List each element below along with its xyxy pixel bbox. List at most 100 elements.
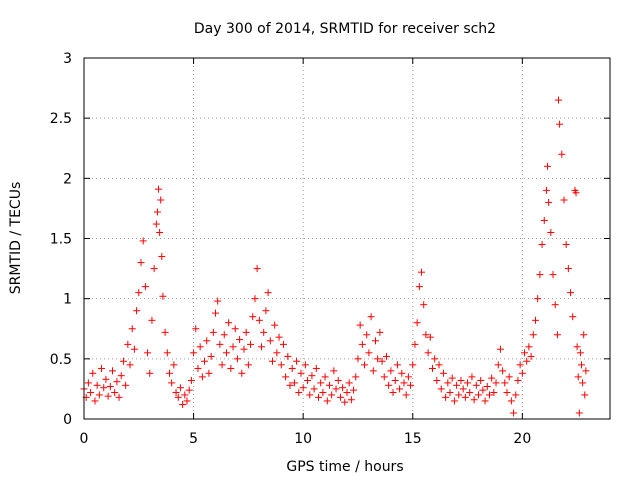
data-point — [544, 162, 552, 170]
data-point — [225, 319, 233, 327]
data-point — [299, 384, 307, 392]
data-point — [220, 331, 228, 339]
data-point — [534, 295, 542, 303]
data-point — [578, 361, 586, 369]
data-point — [229, 343, 237, 351]
data-point — [207, 352, 215, 360]
data-point — [367, 313, 375, 321]
chart-title: Day 300 of 2014, SRMTID for receiver sch… — [194, 21, 496, 37]
data-point — [233, 355, 241, 363]
data-point — [159, 292, 167, 300]
data-point — [231, 325, 239, 333]
data-point — [119, 357, 127, 365]
data-point — [483, 383, 491, 391]
data-point — [319, 389, 327, 397]
data-point — [369, 367, 377, 375]
data-point — [551, 301, 559, 309]
data-point — [437, 385, 445, 393]
data-point — [266, 337, 274, 345]
data-point — [523, 357, 531, 365]
data-point — [251, 295, 259, 303]
data-point — [573, 343, 581, 351]
data-point — [352, 373, 360, 381]
data-point — [374, 355, 382, 363]
data-point — [431, 355, 439, 363]
data-point — [179, 401, 187, 409]
data-point — [113, 378, 121, 386]
y-tick-label: 3 — [63, 51, 72, 67]
data-point — [155, 185, 163, 193]
data-point — [198, 373, 206, 381]
data-point — [339, 384, 347, 392]
data-point — [514, 376, 522, 384]
grid-lines — [84, 58, 610, 419]
data-point — [115, 393, 123, 401]
data-point — [567, 289, 575, 297]
data-point — [98, 364, 106, 372]
data-point — [382, 352, 390, 360]
data-point — [194, 364, 202, 372]
data-point — [268, 357, 276, 365]
data-point — [558, 150, 566, 158]
data-point — [439, 369, 447, 377]
data-point — [531, 316, 539, 324]
data-point — [453, 381, 461, 389]
data-point — [549, 271, 557, 279]
data-point — [553, 331, 561, 339]
data-point — [576, 349, 584, 357]
data-point — [409, 361, 417, 369]
data-point — [418, 268, 426, 276]
data-point — [510, 409, 518, 417]
data-point — [317, 379, 325, 387]
y-tick-label: 0 — [63, 412, 72, 428]
data-point — [450, 397, 458, 405]
data-point — [264, 289, 272, 297]
data-point — [580, 331, 588, 339]
data-point — [242, 328, 250, 336]
data-point — [422, 331, 430, 339]
data-point — [247, 340, 255, 348]
data-point — [150, 265, 158, 273]
data-point — [400, 379, 408, 387]
data-point — [258, 343, 266, 351]
data-point — [187, 376, 195, 384]
data-point — [170, 361, 178, 369]
data-point — [238, 369, 246, 377]
data-point — [87, 389, 95, 397]
data-point — [102, 375, 110, 383]
data-point — [146, 369, 154, 377]
data-point — [564, 265, 572, 273]
data-point — [330, 367, 338, 375]
data-point — [133, 307, 141, 315]
data-point — [275, 333, 283, 341]
data-point — [277, 361, 285, 369]
data-point — [321, 373, 329, 381]
data-point — [582, 367, 590, 375]
data-point — [218, 361, 226, 369]
data-point — [488, 374, 496, 382]
data-point — [389, 389, 397, 397]
data-point — [490, 389, 498, 397]
data-point — [575, 409, 583, 417]
data-point — [466, 389, 474, 397]
data-point — [172, 389, 180, 397]
plot-area — [80, 96, 590, 417]
data-point — [361, 361, 369, 369]
data-point — [157, 196, 165, 204]
data-point — [536, 271, 544, 279]
data-point — [106, 383, 114, 391]
data-point — [288, 364, 296, 372]
data-point — [365, 349, 373, 357]
data-point — [407, 381, 415, 389]
data-point — [398, 369, 406, 377]
data-point — [161, 328, 169, 336]
data-point — [525, 343, 533, 351]
data-point — [153, 208, 161, 216]
data-point — [137, 259, 145, 267]
data-point — [354, 355, 362, 363]
data-point — [174, 393, 182, 401]
data-point — [560, 196, 568, 204]
data-point — [117, 372, 125, 380]
data-point — [554, 96, 562, 104]
data-point — [91, 397, 99, 405]
